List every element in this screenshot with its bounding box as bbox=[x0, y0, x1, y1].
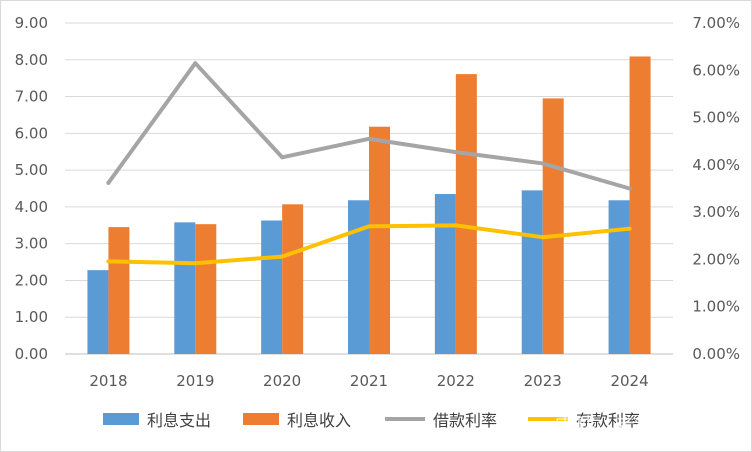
bar-interest-income bbox=[542, 98, 564, 355]
y-left-tick-label: 7.00 bbox=[15, 88, 48, 106]
bar-interest-income bbox=[108, 227, 130, 354]
y-left-tick-label: 8.00 bbox=[15, 51, 48, 69]
bar-interest-expense bbox=[174, 222, 196, 354]
left-axis-ticks: 0.00 1.00 2.00 3.00 4.00 5.00 6.00 7.00 8.00 9.00 bbox=[15, 14, 48, 363]
legend: 利息支出 利息收入 借款利率 存款利率 bbox=[103, 411, 640, 430]
y-left-tick-label: 2.00 bbox=[15, 271, 48, 289]
x-tick-label: 2019 bbox=[176, 372, 214, 390]
bar-interest-income bbox=[369, 126, 390, 354]
x-tick-label: 2020 bbox=[263, 372, 301, 390]
legend-swatch-bar bbox=[103, 413, 139, 425]
y-left-tick-label: 3.00 bbox=[15, 235, 48, 253]
line-point bbox=[193, 61, 198, 66]
bar-interest-expense bbox=[261, 220, 283, 354]
x-axis-ticks: 2018 2019 2020 2021 2022 2023 2024 bbox=[89, 372, 648, 390]
legend-label: 利息支出 bbox=[147, 411, 211, 430]
bar-interest-income bbox=[282, 204, 304, 354]
bar-interest-income bbox=[455, 74, 477, 355]
y-right-tick-label: 6.00% bbox=[692, 61, 740, 79]
y-left-tick-label: 5.00 bbox=[15, 161, 48, 179]
x-tick-label: 2024 bbox=[610, 372, 648, 390]
bar-series bbox=[87, 56, 651, 355]
bar-interest-expense bbox=[521, 190, 543, 354]
y-right-tick-label: 5.00% bbox=[692, 109, 740, 127]
line-point bbox=[540, 161, 545, 166]
x-tick-label: 2021 bbox=[350, 372, 388, 390]
bar-interest-expense bbox=[348, 200, 369, 354]
line-point bbox=[280, 155, 285, 160]
y-right-tick-label: 7.00% bbox=[692, 14, 740, 32]
line-point bbox=[453, 150, 458, 155]
line-point bbox=[540, 235, 545, 240]
right-axis-ticks: 0.00% 1.00% 2.00% 3.00% 4.00% 5.00% 6.00% 7.00% bbox=[692, 14, 740, 363]
line-point bbox=[106, 259, 111, 264]
line-point bbox=[367, 224, 371, 229]
line-point bbox=[453, 223, 458, 228]
x-tick-label: 2022 bbox=[437, 372, 475, 390]
line-point bbox=[367, 136, 371, 141]
line-series bbox=[106, 61, 632, 266]
line-point bbox=[627, 186, 632, 191]
watermark-text: 雪球：老杨说投资 bbox=[555, 413, 715, 437]
legend-label: 借款利率 bbox=[433, 411, 497, 430]
line-point bbox=[106, 180, 111, 185]
bar-interest-income bbox=[629, 56, 651, 355]
legend-swatch-bar bbox=[243, 413, 279, 425]
bar-interest-income bbox=[195, 224, 217, 354]
y-right-tick-label: 4.00% bbox=[692, 156, 740, 174]
y-left-tick-label: 4.00 bbox=[15, 198, 48, 216]
bar-interest-expense bbox=[608, 200, 630, 354]
y-left-tick-label: 0.00 bbox=[15, 345, 48, 363]
legend-label: 存款利率 bbox=[576, 411, 640, 430]
line-point bbox=[627, 226, 632, 231]
line-point bbox=[280, 254, 285, 259]
legend-label: 利息收入 bbox=[287, 411, 351, 430]
line-point bbox=[193, 261, 198, 266]
y-right-tick-label: 3.00% bbox=[692, 203, 740, 221]
y-right-tick-label: 2.00% bbox=[692, 250, 740, 268]
x-tick-label: 2018 bbox=[89, 372, 127, 390]
y-left-tick-label: 9.00 bbox=[15, 14, 48, 32]
y-left-tick-label: 1.00 bbox=[15, 308, 48, 326]
bar-interest-expense bbox=[87, 270, 109, 354]
y-right-tick-label: 0.00% bbox=[692, 345, 740, 363]
y-left-tick-label: 6.00 bbox=[15, 124, 48, 142]
bar-interest-expense bbox=[434, 194, 456, 354]
y-right-tick-label: 1.00% bbox=[692, 298, 740, 316]
x-tick-label: 2023 bbox=[524, 372, 562, 390]
